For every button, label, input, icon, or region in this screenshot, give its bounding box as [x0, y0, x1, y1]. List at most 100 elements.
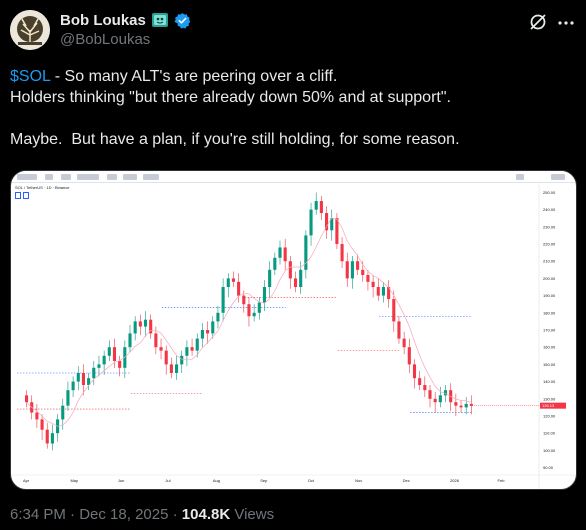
- candle-body: [371, 281, 375, 288]
- candle-body: [376, 287, 380, 296]
- candle-body: [237, 281, 241, 296]
- candle-body: [288, 261, 292, 279]
- candle-body: [242, 295, 246, 305]
- y-tick-label: 130.00: [543, 396, 556, 401]
- y-tick-label: 240.00: [543, 207, 556, 212]
- candle-body: [40, 419, 44, 430]
- y-tick-label: 160.00: [543, 345, 556, 350]
- candle-body: [211, 321, 215, 334]
- x-tick-label: Sep: [260, 478, 268, 483]
- candle-body: [200, 330, 204, 339]
- y-tick-label: 120.00: [543, 413, 556, 418]
- verified-badge-icon: [174, 12, 191, 29]
- candlestick-chart: 250.00 240.00 230.00 220.00 210.00 200.00 190.…: [11, 183, 576, 489]
- y-tick-label: 140.00: [543, 379, 556, 384]
- y-tick-label: 180.00: [543, 310, 556, 315]
- candle-body: [25, 395, 29, 403]
- candle-body: [45, 429, 49, 444]
- tweet-line-1-text: - So many ALT's are peering over a cliff…: [50, 68, 338, 85]
- grok-icon[interactable]: [528, 12, 548, 32]
- candle-body: [397, 321, 401, 339]
- candle-body: [387, 287, 391, 300]
- y-tick-label: 150.00: [543, 362, 556, 367]
- candle-body: [252, 312, 256, 317]
- toolbar-publish: [551, 174, 565, 180]
- candle-body: [366, 274, 370, 282]
- toolbar-symbol: [17, 174, 37, 180]
- candle-body: [423, 385, 427, 391]
- mascot-badge-icon: [151, 11, 169, 29]
- meta-separator-1: ·: [65, 506, 80, 523]
- candle-body: [319, 201, 323, 214]
- toolbar-add: [45, 174, 53, 180]
- tweet-text: $SOL - So many ALT's are peering over a …: [10, 66, 576, 150]
- tweet-meta: 6:34 PM · Dec 18, 2025 · 104.8K Views: [10, 506, 274, 523]
- x-tick-label: May: [70, 478, 78, 483]
- candle-body: [164, 350, 168, 365]
- tweet-blank-line: [10, 108, 576, 129]
- y-tick-label: 100.00: [543, 448, 556, 453]
- candle-body: [169, 364, 173, 373]
- candle-body: [268, 269, 272, 288]
- x-tick-label: 2026: [450, 478, 460, 483]
- y-tick-label: 250.00: [543, 190, 556, 195]
- x-tick-label: Aug: [213, 478, 220, 483]
- candle-body: [138, 321, 142, 327]
- cashtag-link[interactable]: $SOL: [10, 68, 51, 85]
- candle-body: [195, 338, 199, 351]
- candle-body: [175, 364, 179, 373]
- y-tick-label: 170.00: [543, 328, 556, 333]
- name-row: Bob Loukas: [60, 11, 191, 29]
- toolbar-settings: [516, 174, 524, 180]
- tweet-line-2: Holders thinking "but there already down…: [10, 89, 451, 106]
- x-tick-label: Jul: [165, 478, 170, 483]
- candle-body: [133, 321, 137, 334]
- candle-body: [257, 302, 261, 313]
- x-tick-label: Nov: [355, 478, 362, 483]
- y-tick-label: 90.00: [543, 465, 554, 470]
- candle-body: [459, 405, 463, 408]
- x-tick-label: Jun: [118, 478, 124, 483]
- candle-body: [76, 372, 80, 382]
- x-tick-label: Dec: [403, 478, 410, 483]
- candle-body: [283, 247, 287, 262]
- chart-toolbar: [11, 171, 576, 183]
- candle-body: [81, 372, 85, 386]
- chart-image[interactable]: 250.00 240.00 230.00 220.00 210.00 200.00 190.…: [10, 170, 577, 490]
- candle-body: [190, 347, 194, 351]
- candle-body: [454, 402, 458, 406]
- candle-body: [112, 347, 117, 361]
- tweet-time[interactable]: 6:34 PM: [10, 506, 66, 523]
- candle-body: [71, 381, 75, 391]
- candle-body: [293, 278, 298, 288]
- y-tick-label: 190.00: [543, 293, 556, 298]
- candle-body: [314, 201, 318, 210]
- candle-body: [335, 218, 339, 245]
- y-tick-label: 230.00: [543, 224, 556, 229]
- tweet-date[interactable]: Dec 18, 2025: [79, 506, 169, 523]
- candle-body: [428, 390, 432, 399]
- candle-body: [149, 319, 153, 334]
- candle-body: [412, 364, 417, 379]
- legend-buy-button: ​: [23, 191, 29, 199]
- handle[interactable]: @BobLoukas: [60, 31, 151, 48]
- avatar[interactable]: [10, 10, 50, 50]
- candle-body: [92, 367, 96, 379]
- candle-body: [381, 287, 385, 296]
- current-price-label: 126.13: [542, 403, 555, 408]
- more-icon[interactable]: [556, 13, 576, 33]
- views-label: Views: [230, 506, 275, 523]
- candle-body: [143, 319, 148, 327]
- x-tick-label: Feb: [498, 478, 506, 483]
- candle-body: [61, 405, 65, 420]
- candle-body: [159, 347, 163, 351]
- candle-body: [180, 355, 184, 365]
- toolbar-templates: [107, 174, 117, 180]
- candle-body: [299, 269, 303, 288]
- toolbar-replay: [143, 174, 159, 180]
- candle-body: [407, 347, 411, 365]
- candle-body: [402, 338, 406, 348]
- candle-body: [102, 355, 106, 365]
- display-name[interactable]: Bob Loukas: [60, 11, 146, 29]
- candle-body: [438, 395, 442, 403]
